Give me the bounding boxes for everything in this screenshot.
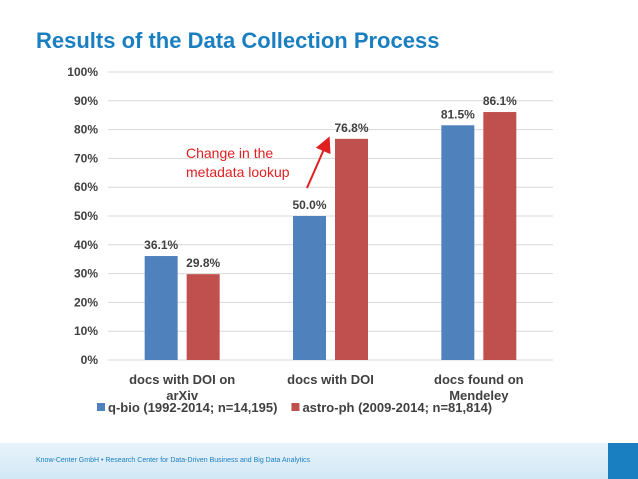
x-tick-label: docs found on [434,372,524,387]
bar-chart: 0% 10% 20% 30% 40% 50% 60% 70% 80% 90% 100% 36.1% 2… [67,65,553,415]
legend: q-bio (1992-2014; n=14,195) astro-ph (200… [97,400,492,415]
bar [441,125,475,360]
data-label: 76.8% [334,121,368,135]
x-tick-label: docs with DOI [287,372,374,387]
gridlines [108,71,553,361]
y-axis: 0% 10% 20% 30% 40% 50% 60% 70% 80% 90% 100% [67,65,98,367]
bars [144,112,517,360]
y-tick-label: 90% [74,94,98,108]
y-tick-label: 60% [74,180,98,194]
legend-swatch [291,403,300,411]
annotation-text: metadata lookup [186,164,290,180]
data-label: 36.1% [144,238,178,252]
bar [335,138,368,360]
y-tick-label: 70% [74,151,98,165]
annotation-arrow [306,136,331,189]
y-tick-label: 30% [74,267,98,281]
footer: Know-Center GmbH • Research Center for D… [0,439,638,479]
footer-bar [0,443,638,479]
data-labels: 36.1% 29.8% 50.0% 76.8% 81.5% 86.1% [144,94,517,270]
y-tick-label: 40% [74,238,98,252]
y-tick-label: 20% [74,295,98,309]
data-label: 81.5% [441,107,475,121]
footer-edge [608,443,638,479]
y-tick-label: 50% [74,209,98,223]
legend-swatch [97,403,105,411]
footer-text: Know-Center GmbH • Research Center for D… [36,457,311,464]
page-title: Results of the Data Collection Process [36,28,440,53]
data-label: 29.8% [186,256,220,270]
y-tick-label: 0% [81,353,99,367]
annotation-text: Change in the [186,145,273,161]
bar [144,256,178,360]
x-tick-label: docs with DOI on [129,372,235,387]
data-label: 86.1% [483,94,517,108]
y-tick-label: 100% [67,65,98,79]
y-tick-label: 10% [74,324,98,338]
y-tick-label: 80% [74,123,98,137]
data-label: 50.0% [292,198,326,212]
annotation: Change in the metadata lookup [186,136,331,189]
legend-label: q-bio (1992-2014; n=14,195) [108,400,277,415]
bar [483,112,517,360]
x-tick-label: Mendeley [449,388,509,403]
legend-label: astro-ph (2009-2014; n=81,814) [302,400,492,415]
x-tick-label: arXiv [166,388,199,403]
bar [293,216,326,360]
bar [186,274,220,360]
